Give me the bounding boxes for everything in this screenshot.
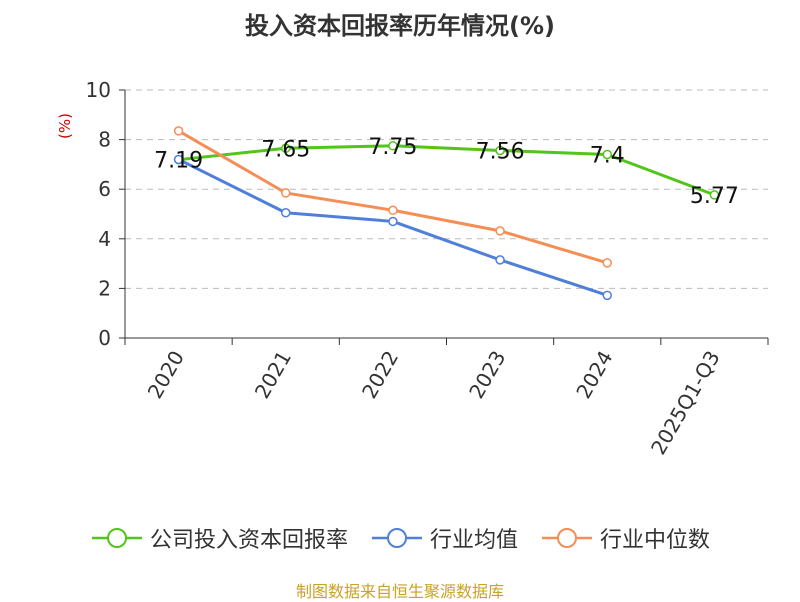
legend: 公司投入资本回报率 行业均值 行业中位数: [0, 518, 800, 558]
legend-marker-icon: [91, 528, 142, 548]
data-point: [281, 208, 291, 218]
data-point: [602, 149, 612, 160]
x-tick-label: 2023: [464, 347, 510, 403]
legend-item[interactable]: 行业均值: [370, 522, 518, 554]
data-point: [495, 226, 505, 236]
chart-title: 投入资本回报率历年情况(%): [245, 12, 555, 40]
series-line: [177, 158, 608, 297]
y-tick-label: 0: [98, 326, 111, 350]
y-tick-label: 4: [98, 227, 111, 251]
data-point: [173, 126, 184, 136]
series-1: [173, 154, 612, 301]
legend-marker-icon: [542, 528, 592, 548]
series-0: [173, 141, 720, 200]
data-point: [602, 258, 612, 268]
data-point: [602, 290, 612, 301]
data-point: [281, 143, 291, 154]
data-point: [495, 145, 505, 156]
data-point: [388, 141, 398, 151]
x-tick-label: 2024: [571, 347, 617, 403]
legend-label: 公司投入资本回报率: [149, 528, 348, 553]
data-point: [495, 255, 505, 265]
grid-lines: [125, 89, 768, 289]
x-tick-label: 2025Q1-Q3: [646, 347, 725, 459]
data-label: 7.19: [154, 149, 203, 174]
y-tick-label: 8: [98, 128, 111, 152]
y-tick-label: 6: [98, 177, 111, 201]
data-point: [388, 205, 398, 216]
y-tick-label: 2: [98, 276, 111, 300]
data-point: [173, 154, 184, 165]
y-axis-label: (%): [56, 113, 74, 139]
legend-label: 行业均值: [429, 528, 518, 553]
y-tick-label: 10: [86, 78, 111, 102]
legend-item[interactable]: 公司投入资本回报率: [90, 522, 348, 554]
data-label: 7.65: [261, 137, 310, 162]
series-2: [173, 126, 612, 268]
data-point: [388, 216, 398, 227]
series-line: [178, 144, 715, 197]
data-point: [281, 188, 291, 198]
legend-marker-icon: [371, 528, 422, 548]
data-label: 7.4: [590, 143, 625, 168]
x-tick-label: 2022: [357, 347, 403, 403]
data-point: [709, 190, 720, 200]
data-labels: 7.19 7.65 7.75 7.56 7.4 5.77: [154, 135, 739, 209]
source-note: 制图数据来自恒生聚源数据库: [295, 582, 504, 601]
data-label: 7.56: [476, 140, 525, 165]
legend-item[interactable]: 行业中位数: [540, 522, 710, 554]
series-layer: [173, 126, 720, 301]
legend-label: 行业中位数: [600, 528, 711, 553]
x-tick-label: 2020: [143, 347, 189, 403]
x-tick-label: 2021: [250, 347, 296, 403]
data-label: 5.77: [690, 184, 739, 209]
data-label: 7.75: [368, 135, 417, 160]
